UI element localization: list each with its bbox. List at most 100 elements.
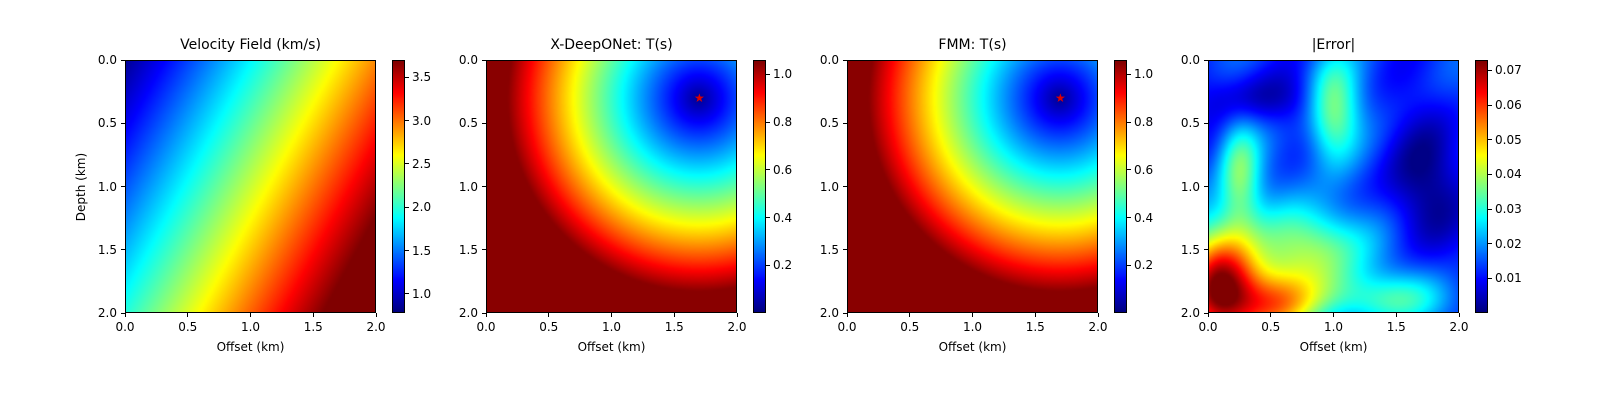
colorbar-tick-label: 0.07 <box>1495 63 1522 78</box>
y-tick-mark <box>843 249 847 251</box>
y-tick-label: 1.5 <box>97 242 117 257</box>
colorbar-tick-mark <box>405 163 409 165</box>
y-tick-label: 1.0 <box>97 179 117 194</box>
y-tick-label: 1.0 <box>458 179 478 194</box>
x-tick-label: 1.5 <box>664 320 684 334</box>
colorbar-tick-label: 0.6 <box>773 162 793 177</box>
y-tick-label: 2.0 <box>97 306 117 320</box>
y-tick-label: 1.5 <box>458 242 478 257</box>
x-tick-label: 1.5 <box>303 320 323 334</box>
y-tick-mark <box>121 312 125 314</box>
x-tick-label: 0.0 <box>837 320 857 334</box>
x-tick-label: 0.5 <box>539 320 559 334</box>
x-tick-mark <box>1270 313 1272 317</box>
colorbar-tick-label: 0.6 <box>1134 162 1154 177</box>
chart-title: FMM: T(s) <box>938 37 1007 53</box>
colorbar-tick-label: 0.04 <box>1495 167 1522 182</box>
x-tick-label: 1.0 <box>240 320 261 334</box>
colorbar-tick-label: 2.5 <box>412 156 432 171</box>
x-tick-label: 2.0 <box>727 320 747 334</box>
colorbar-tick-label: 0.8 <box>1134 115 1154 130</box>
x-tick-mark <box>124 313 126 317</box>
colorbar-tick-label: 3.5 <box>412 70 432 85</box>
colorbar-tick-label: 0.8 <box>773 115 793 130</box>
x-axis-label: Offset (km) <box>938 340 1007 354</box>
x-axis-label: Offset (km) <box>216 340 285 354</box>
y-tick-label: 1.5 <box>819 242 839 257</box>
y-tick-label: 0.0 <box>458 53 478 67</box>
colorbar-tick-label: 0.4 <box>1134 210 1154 225</box>
y-tick-label: 0.0 <box>1180 53 1200 67</box>
x-tick-label: 1.0 <box>962 320 983 334</box>
y-tick-mark <box>843 186 847 187</box>
x-tick-mark <box>1333 313 1334 317</box>
chart-title: |Error| <box>1311 37 1356 53</box>
colorbar-tick-mark <box>766 73 770 75</box>
x-tick-mark <box>1458 313 1460 317</box>
y-tick-mark <box>121 249 125 251</box>
colorbar <box>1114 60 1127 313</box>
y-tick-mark <box>1204 122 1208 124</box>
y-tick-label: 0.0 <box>97 53 117 67</box>
x-tick-label: 0.5 <box>1261 320 1281 334</box>
heatmap-image <box>125 60 376 313</box>
colorbar-tick-label: 0.2 <box>1134 258 1154 273</box>
colorbar-tick-mark <box>1488 69 1492 71</box>
x-tick-mark <box>250 313 251 317</box>
colorbar-tick-label: 0.03 <box>1495 202 1522 217</box>
x-tick-mark <box>673 313 675 317</box>
y-tick-mark <box>121 122 125 124</box>
y-tick-label: 0.0 <box>819 53 839 67</box>
colorbar-tick-label: 0.06 <box>1495 98 1522 113</box>
y-tick-label: 2.0 <box>458 306 478 320</box>
y-tick-mark <box>1204 312 1208 314</box>
x-tick-mark <box>846 313 848 317</box>
x-tick-label: 1.5 <box>1025 320 1045 334</box>
x-tick-mark <box>1207 313 1209 317</box>
x-tick-label: 0.0 <box>115 320 135 334</box>
x-tick-label: 2.0 <box>1449 320 1469 334</box>
colorbar-tick-mark <box>766 217 770 219</box>
x-axis-label: Offset (km) <box>1299 340 1368 354</box>
y-tick-label: 0.5 <box>819 116 839 131</box>
x-axis-label: Offset (km) <box>577 340 646 354</box>
x-tick-label: 1.5 <box>1386 320 1406 334</box>
x-tick-mark <box>611 313 612 317</box>
colorbar-tick-mark <box>766 169 770 171</box>
x-tick-mark <box>375 313 377 317</box>
colorbar-tick-mark <box>1488 173 1492 175</box>
x-tick-mark <box>1097 313 1099 317</box>
x-tick-label: 2.0 <box>366 320 386 334</box>
colorbar-tick-mark <box>405 293 409 295</box>
x-tick-mark <box>485 313 487 317</box>
y-tick-mark <box>482 249 486 251</box>
y-tick-mark <box>121 186 125 187</box>
colorbar-tick-label: 1.5 <box>412 243 432 258</box>
colorbar-tick-label: 1.0 <box>1134 67 1154 82</box>
colorbar <box>392 60 405 313</box>
x-tick-mark <box>1395 313 1397 317</box>
colorbar-tick-mark <box>1127 169 1131 171</box>
y-tick-label: 1.0 <box>1180 179 1200 194</box>
y-tick-mark <box>1204 59 1208 61</box>
y-tick-mark <box>843 59 847 61</box>
x-tick-mark <box>187 313 189 317</box>
colorbar-tick-mark <box>1127 121 1131 123</box>
y-tick-mark <box>1204 249 1208 251</box>
y-tick-label: 0.5 <box>458 116 478 131</box>
colorbar-tick-mark <box>1488 104 1492 106</box>
colorbar-tick-mark <box>405 76 409 78</box>
colorbar-tick-mark <box>1488 277 1492 279</box>
x-tick-mark <box>909 313 911 317</box>
colorbar-tick-mark <box>1488 208 1492 210</box>
y-tick-mark <box>482 122 486 124</box>
y-axis-label: Depth (km) <box>74 152 88 221</box>
y-tick-mark <box>482 312 486 314</box>
colorbar-tick-mark <box>405 120 409 122</box>
colorbar-tick-label: 1.0 <box>773 67 793 82</box>
y-tick-mark <box>482 186 486 187</box>
colorbar <box>1475 60 1488 313</box>
colorbar-tick-label: 3.0 <box>412 113 432 128</box>
colorbar-tick-label: 0.02 <box>1495 236 1522 251</box>
colorbar-tick-mark <box>766 264 770 266</box>
